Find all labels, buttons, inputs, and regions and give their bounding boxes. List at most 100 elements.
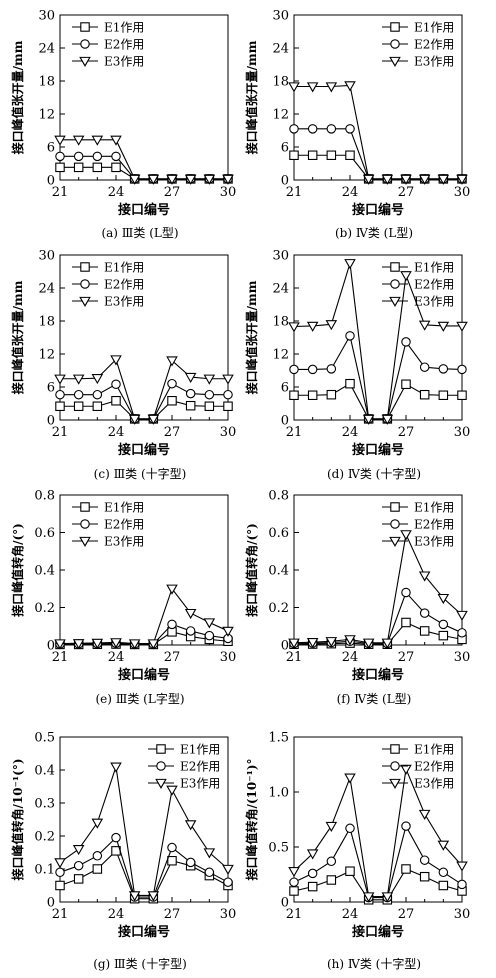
y-tick-label: 0	[281, 414, 289, 429]
legend-label: E1作用	[414, 21, 454, 35]
data-point	[418, 174, 431, 185]
data-point	[306, 849, 319, 860]
legend-label: E1作用	[104, 501, 144, 515]
data-point	[456, 610, 468, 621]
x-tick-label: 24	[108, 425, 125, 440]
data-point	[204, 389, 215, 400]
data-point	[381, 174, 394, 185]
data-point	[438, 390, 449, 400]
y-tick-label: 24	[38, 42, 55, 57]
data-point	[147, 891, 160, 902]
legend-marker	[389, 296, 401, 307]
y-tick-label: 0	[281, 896, 289, 911]
data-point	[55, 389, 65, 400]
y-tick-label: 0.8	[34, 489, 55, 504]
data-point	[223, 389, 233, 400]
legend-label: E2作用	[414, 38, 454, 52]
legend-marker	[390, 519, 400, 529]
subfigure-caption: (e) Ⅲ类 (L字型)	[96, 691, 185, 706]
data-point	[307, 124, 318, 134]
data-point	[381, 638, 394, 649]
data-point	[307, 390, 318, 400]
data-point	[111, 832, 121, 843]
series-triangle	[288, 259, 468, 425]
x-tick-label: 30	[220, 907, 237, 922]
data-point	[55, 151, 65, 162]
plot-frame	[59, 254, 229, 421]
legend-marker	[80, 22, 90, 32]
x-tick-label: 21	[286, 650, 303, 665]
data-point	[222, 174, 234, 185]
data-point	[167, 855, 177, 866]
legend-marker	[79, 536, 91, 547]
series-line	[294, 154, 462, 180]
series-line	[60, 382, 228, 420]
data-point	[456, 861, 468, 872]
x-tick-label: 30	[454, 907, 471, 922]
data-point	[307, 868, 318, 879]
chart-h: 21 24 27 30 0 0.5 1.0 1.5 接口编号 接口峰值转角/(10⁻¹)° E1作用…	[244, 731, 470, 972]
data-point	[222, 626, 234, 637]
series-line	[293, 591, 463, 645]
data-point	[73, 874, 84, 884]
legend-marker	[156, 761, 166, 771]
series-triangle	[54, 135, 234, 185]
data-point	[288, 638, 300, 649]
data-point	[222, 374, 234, 385]
data-point	[147, 174, 160, 185]
data-point	[362, 414, 375, 425]
y-tick-label: 12	[38, 348, 55, 363]
data-point	[326, 364, 337, 374]
data-point	[307, 150, 318, 161]
chart-e: 21 24 27 3000.20.40.60.8接口编号接口峰值转角/(°)E1作用E…	[10, 489, 236, 707]
legend-label: E3作用	[180, 777, 220, 791]
data-point	[72, 639, 85, 650]
data-point	[306, 638, 319, 649]
legend-label: E1作用	[414, 743, 454, 757]
data-point	[289, 364, 299, 375]
legend-marker	[390, 39, 400, 49]
legend-marker	[80, 39, 90, 49]
y-tick-label: 30	[38, 249, 55, 264]
series-line	[294, 334, 463, 420]
data-point	[92, 864, 103, 874]
subfigure-caption: (b) Ⅳ类 (L型)	[335, 226, 413, 240]
data-point	[204, 867, 215, 878]
y-tick-label: 0.2	[268, 601, 289, 616]
x-tick-label: 30	[454, 425, 471, 440]
legend-marker	[389, 56, 401, 67]
data-point	[91, 374, 104, 385]
data-point	[345, 331, 355, 341]
y-axis-label: 接口峰值张开量/mm	[10, 40, 25, 154]
legend-label: E2作用	[104, 518, 144, 532]
data-point	[184, 372, 197, 384]
legend-marker	[390, 22, 400, 32]
subfigure-caption: (f) Ⅳ类 (L型)	[337, 692, 412, 706]
data-point	[223, 401, 233, 411]
data-point	[362, 174, 375, 185]
x-tick-label: 27	[164, 185, 181, 200]
data-point	[325, 637, 338, 648]
chart-c: 21 24 27 30 0 6 12 18 24 30 接口编号 接口峰值张开量/mm E1作用 E2作用…	[10, 249, 236, 482]
chart-f: 21 24 27 3000.20.40.60.8接口编号接口峰值转角/(°)E1作用E…	[244, 489, 470, 707]
data-point	[345, 124, 355, 134]
x-tick-label: 24	[108, 907, 125, 922]
series-triangle	[54, 762, 234, 902]
data-point	[457, 364, 467, 375]
data-point	[166, 785, 178, 796]
x-axis-label: 接口编号	[352, 442, 404, 458]
data-point	[437, 321, 450, 332]
subfigure-caption: (d) Ⅳ类 (十字型)	[327, 466, 421, 481]
x-axis-label: 接口编号	[352, 202, 404, 218]
data-point	[289, 886, 299, 896]
data-point	[456, 321, 468, 332]
legend-label: E2作用	[414, 518, 454, 532]
data-point	[55, 867, 65, 878]
data-point	[166, 356, 178, 367]
legend: E1作用 E2作用 E3作用	[382, 743, 454, 791]
data-point	[288, 867, 300, 878]
y-tick-label: 12	[38, 108, 55, 123]
series-line	[60, 358, 228, 420]
legend-label: E3作用	[414, 777, 454, 791]
y-tick-label: 30	[272, 249, 289, 264]
